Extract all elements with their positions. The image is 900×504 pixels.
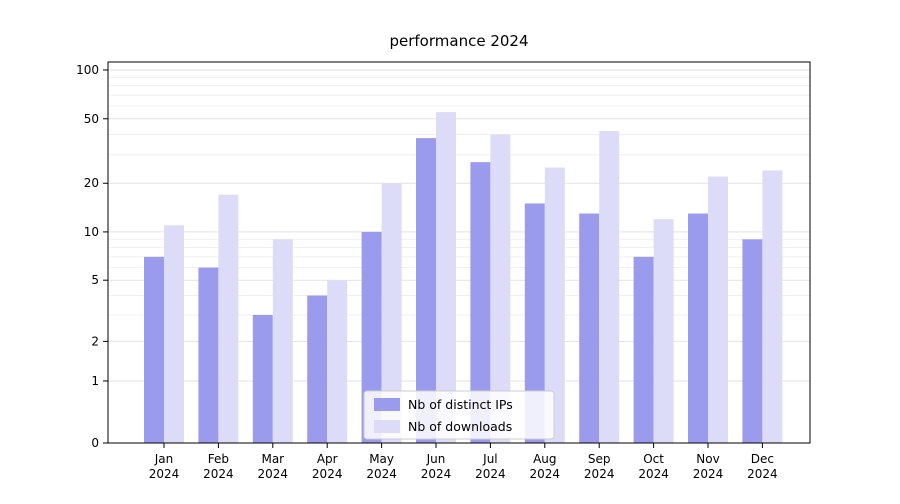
y-tick-label: 10 bbox=[84, 225, 99, 239]
x-tick-label: Nov 2024 bbox=[693, 452, 724, 481]
legend-label: Nb of downloads bbox=[408, 419, 512, 434]
x-tick-label: Jun 2024 bbox=[421, 452, 452, 481]
bar-downloads bbox=[599, 131, 620, 443]
bar-downloads bbox=[164, 225, 184, 443]
x-tick-label: Sep 2024 bbox=[584, 452, 615, 481]
bar-downloads bbox=[708, 176, 728, 443]
bar-downloads bbox=[381, 183, 402, 444]
y-tick-label: 2 bbox=[91, 334, 99, 348]
bar-distinct-ips bbox=[252, 314, 273, 443]
bar-downloads bbox=[490, 134, 511, 443]
bar-downloads bbox=[653, 219, 674, 443]
bar-distinct-ips bbox=[361, 231, 382, 443]
chart-title: performance 2024 bbox=[389, 32, 528, 50]
plot-frame bbox=[107, 61, 811, 444]
bar-downloads bbox=[762, 170, 783, 443]
bar-distinct-ips bbox=[633, 256, 654, 443]
bar-distinct-ips bbox=[307, 295, 328, 443]
y-tick-label: 5 bbox=[91, 273, 99, 287]
legend-box bbox=[363, 390, 555, 440]
x-tick-label: Jan 2024 bbox=[149, 452, 180, 481]
y-tick-label: 1 bbox=[91, 374, 99, 388]
y-tick-label: 0 bbox=[91, 436, 99, 450]
x-tick-label: Jul 2024 bbox=[475, 452, 506, 481]
bar-distinct-ips bbox=[688, 213, 708, 443]
bar-distinct-ips bbox=[742, 239, 763, 443]
bar-distinct-ips bbox=[198, 267, 219, 443]
bar-distinct-ips bbox=[470, 162, 491, 443]
y-tick-label: 100 bbox=[76, 63, 99, 77]
x-tick-label: Oct 2024 bbox=[638, 452, 669, 481]
bar-distinct-ips bbox=[144, 256, 164, 443]
bar-downloads bbox=[218, 194, 239, 443]
x-tick-label: Apr 2024 bbox=[312, 452, 343, 481]
bar-downloads bbox=[436, 112, 456, 443]
bar-downloads bbox=[272, 239, 293, 443]
bar-distinct-ips bbox=[416, 138, 436, 443]
legend-swatch bbox=[374, 420, 400, 433]
x-tick-label: Mar 2024 bbox=[258, 452, 289, 481]
legend-swatch bbox=[374, 398, 400, 411]
x-tick-label: Aug 2024 bbox=[530, 452, 561, 481]
y-tick-label: 20 bbox=[84, 176, 99, 190]
bar-downloads bbox=[544, 167, 565, 443]
x-tick-label: Dec 2024 bbox=[747, 452, 778, 481]
x-tick-label: May 2024 bbox=[366, 452, 397, 481]
bar-distinct-ips bbox=[524, 203, 545, 443]
bar-distinct-ips bbox=[579, 213, 600, 443]
x-tick-label: Feb 2024 bbox=[203, 452, 234, 481]
legend-label: Nb of distinct IPs bbox=[408, 397, 513, 412]
y-tick-label: 50 bbox=[84, 112, 99, 126]
bar-downloads bbox=[327, 280, 348, 443]
